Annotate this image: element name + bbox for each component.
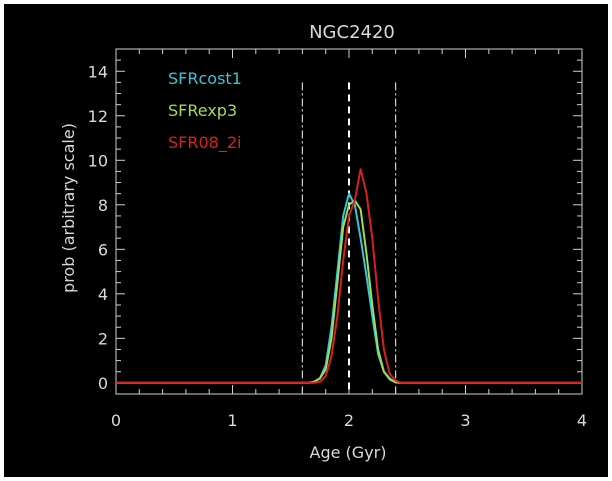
y-tick-label: 12: [88, 107, 108, 126]
x-axis-label: Age (Gyr): [310, 443, 387, 462]
series-line-3: [116, 168, 582, 384]
y-tick-label: 10: [88, 151, 108, 170]
y-tick-label: 0: [98, 374, 108, 393]
y-tick-label: 4: [98, 285, 108, 304]
legend-entry-1: SFRcost1: [168, 69, 242, 88]
legend: SFRcost1 SFRexp3 SFR08_2i: [168, 69, 242, 153]
x-tick-label: 3: [460, 411, 470, 430]
legend-entry-3: SFR08_2i: [168, 133, 241, 153]
legend-entry-2: SFRexp3: [168, 101, 237, 120]
x-tick-label: 4: [577, 411, 587, 430]
plot-frame: [4, 4, 608, 477]
series-lines: [116, 168, 582, 384]
chart-title: NGC2420: [309, 22, 395, 43]
y-tick-label: 2: [98, 329, 108, 348]
y-tick-label: 6: [98, 240, 108, 259]
y-tick-label: 14: [88, 62, 108, 81]
x-tick-label: 1: [227, 411, 237, 430]
vertical-lines: [301, 82, 397, 394]
y-axis-label: prob (arbitrary scale): [59, 123, 78, 293]
y-tick-label: 8: [98, 196, 108, 215]
x-tick-label: 0: [111, 411, 121, 430]
x-tick-label: 2: [344, 411, 354, 430]
